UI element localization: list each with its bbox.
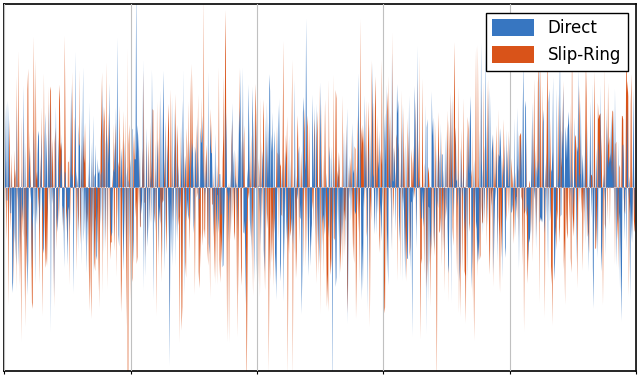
Legend: Direct, Slip-Ring: Direct, Slip-Ring [486,12,627,71]
